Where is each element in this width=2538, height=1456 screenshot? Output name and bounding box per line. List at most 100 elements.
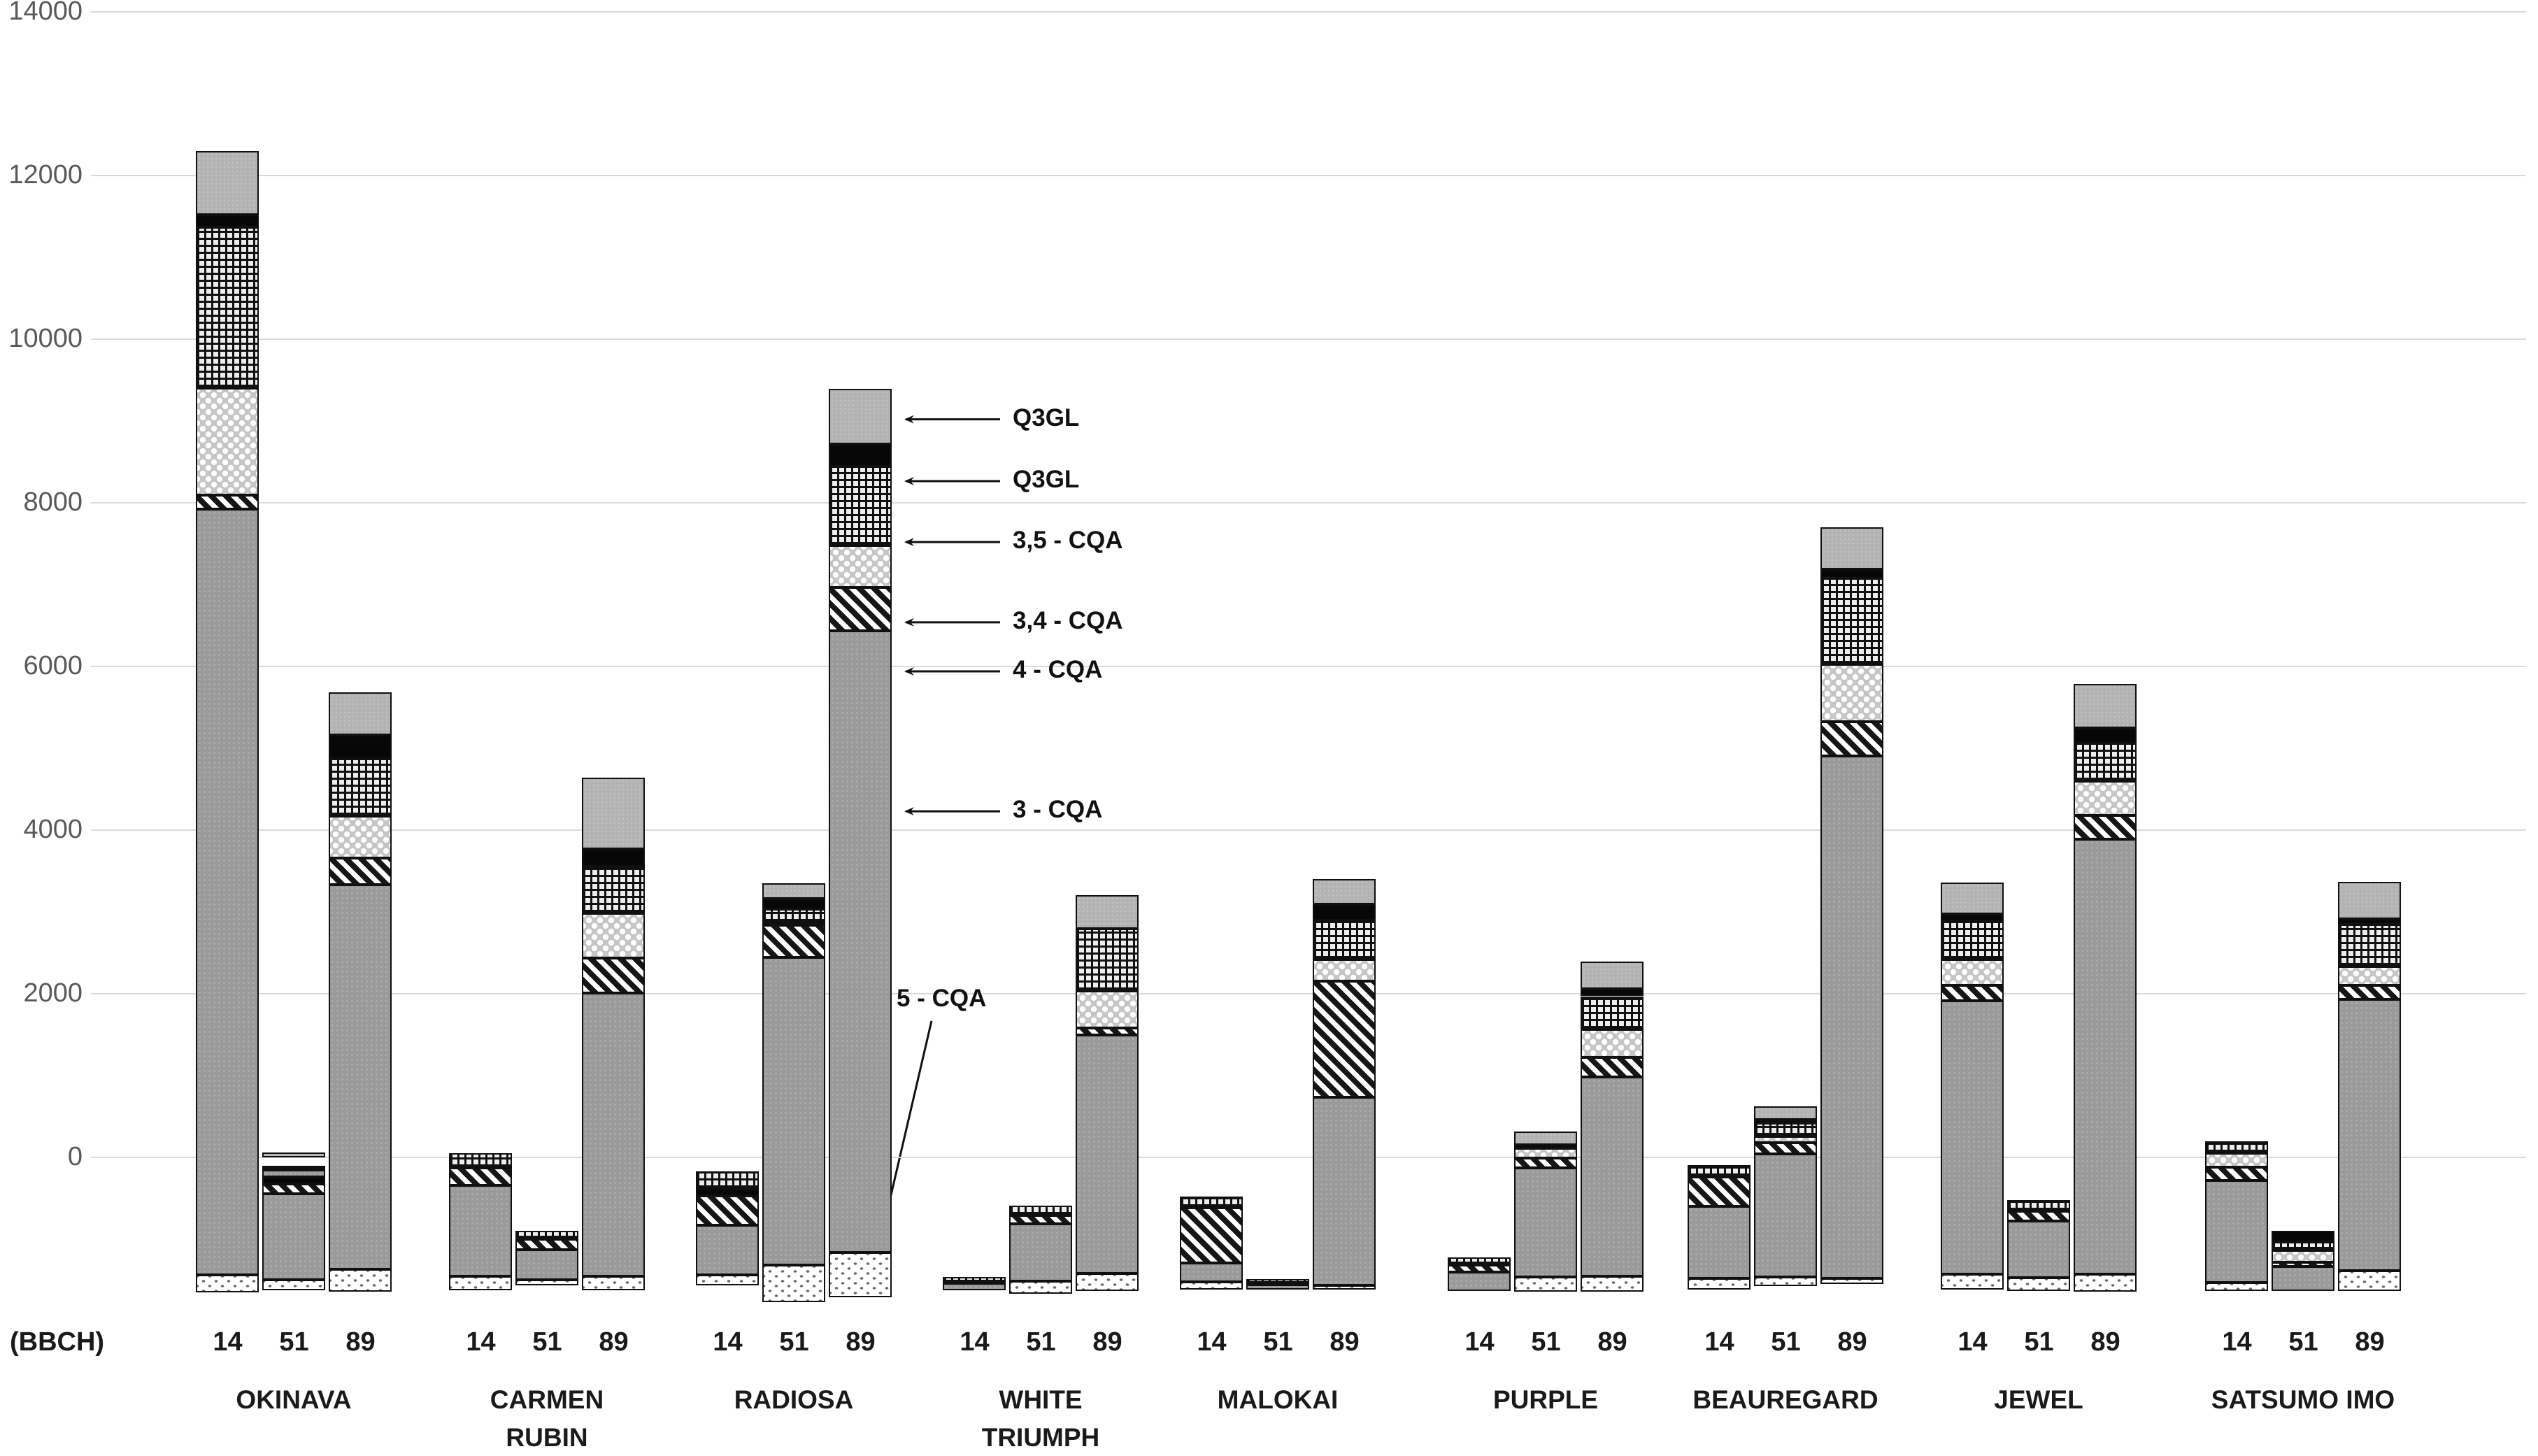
stage-label: 51 — [1263, 1327, 1293, 1357]
stage-label: 51 — [2024, 1327, 2054, 1357]
bar-segment-q3gl_gray — [1313, 879, 1376, 904]
bar-segment-cqa5 — [1180, 1281, 1243, 1290]
bar-segment-cqa34 — [196, 388, 259, 496]
bar-segment-cqa4 — [2338, 985, 2401, 1000]
y-tick-label: 10000 — [8, 324, 83, 353]
bar-segment-cqa4 — [2272, 1262, 2334, 1267]
grid-line — [91, 11, 2526, 13]
bar-segment-cqa4 — [196, 495, 259, 509]
bar-segment-q3gl_gray — [262, 1152, 325, 1157]
bar-segment-cqa4 — [1076, 1028, 1139, 1036]
bar-segment-cqa34 — [1076, 990, 1139, 1029]
bar-segment-q3gl_black — [2074, 727, 2137, 743]
bar-segment-cqa34 — [2338, 966, 2401, 985]
bar-segment-cqa5 — [1009, 1281, 1072, 1294]
grid-line — [91, 502, 2526, 504]
bar-segment-cqa34 — [329, 816, 392, 858]
bar-segment-cqa34 — [1581, 1029, 1644, 1058]
bar-segment-cqa5 — [329, 1269, 392, 1292]
bar-segment-cqa5 — [2074, 1274, 2137, 1292]
bar-segment-cqa35 — [1246, 1279, 1309, 1285]
stage-label: 14 — [1958, 1327, 1988, 1357]
variety-label: OKINAVA — [236, 1385, 352, 1414]
bar-segment-cqa4 — [1313, 980, 1376, 1097]
bar-segment-cqa5 — [1688, 1278, 1751, 1290]
stage-label: 14 — [713, 1327, 743, 1357]
bar-segment-cqa3 — [1313, 1097, 1376, 1286]
bar-segment-cqa5 — [449, 1276, 512, 1291]
bar-segment-q3gl_gray — [196, 150, 259, 215]
y-tick-label: 14000 — [8, 0, 83, 26]
stage-label: 51 — [1531, 1327, 1561, 1357]
bar-segment-q3gl_gray — [1076, 895, 1139, 929]
bar-segment-q3gl_black — [696, 1189, 759, 1196]
bar-segment-cqa35 — [1448, 1257, 1511, 1265]
bar-segment-cqa3 — [762, 957, 825, 1265]
bar-segment-cqa5 — [2338, 1271, 2401, 1291]
bar-segment-cqa3 — [2074, 838, 2137, 1275]
bar-segment-cqa34 — [2272, 1250, 2334, 1263]
grid-line — [91, 829, 2526, 831]
annotation-label-cqa4: 4 - CQA — [1013, 656, 1103, 684]
bar-segment-cqa5 — [1313, 1285, 1376, 1290]
bar-segment-cqa34 — [1820, 664, 1883, 722]
stage-label: 89 — [846, 1327, 876, 1357]
bar-segment-cqa4 — [829, 587, 892, 631]
bar-segment-q3gl_black — [1941, 913, 2004, 922]
bar-segment-cqa3 — [1076, 1035, 1139, 1274]
bar-segment-cqa34 — [2074, 780, 2137, 815]
bar-segment-cqa35 — [449, 1152, 512, 1169]
bar-segment-cqa4 — [1009, 1215, 1072, 1225]
bar-segment-q3gl_black — [329, 735, 392, 759]
bar-segment-cqa4 — [2074, 815, 2137, 839]
bar-segment-cqa34 — [762, 922, 825, 926]
stage-label: 89 — [599, 1327, 629, 1357]
stage-label: 51 — [779, 1327, 809, 1357]
bar-segment-cqa3 — [1820, 756, 1883, 1279]
annotation-label-q3gl_gray: Q3GL — [1013, 404, 1080, 431]
bar-segment-cqa35 — [762, 909, 825, 923]
grid-line — [91, 1157, 2526, 1158]
bar-segment-cqa5 — [1820, 1278, 1883, 1284]
bar-segment-cqa35 — [196, 227, 259, 389]
stage-label: 14 — [2222, 1327, 2252, 1357]
bar-segment-cqa4 — [329, 857, 392, 885]
bar-segment-cqa3 — [1180, 1262, 1243, 1282]
bar-segment-cqa34 — [1941, 959, 2004, 985]
bar-segment-cqa5 — [1941, 1274, 2004, 1290]
bar-segment-q3gl_gray — [1754, 1106, 1817, 1120]
bar-segment-cqa5 — [1514, 1277, 1577, 1292]
bar-segment-cqa3 — [262, 1170, 325, 1178]
stage-label: 51 — [532, 1327, 562, 1357]
stage-label: 89 — [1597, 1327, 1627, 1357]
bar-segment-q3gl_gray — [1581, 962, 1644, 989]
bar-segment-q3gl_black — [1313, 904, 1376, 921]
bar-segment-cqa35 — [2007, 1199, 2070, 1212]
bar-segment-cqa35 — [2205, 1141, 2268, 1153]
bar-segment-cqa35 — [1820, 578, 1883, 665]
bar-segment-cqa35 — [262, 1165, 325, 1171]
variety-label: MALOKAI — [1217, 1385, 1339, 1414]
bar-segment-cqa4 — [582, 958, 645, 993]
bar-segment-cqa5 — [515, 1279, 578, 1285]
bar-segment-cqa3 — [449, 1185, 512, 1277]
bar-segment-q3gl_black — [582, 848, 645, 867]
bar-segment-cqa35 — [515, 1230, 578, 1239]
stage-label: 89 — [1837, 1327, 1867, 1357]
bar-segment-cqa4 — [1514, 1158, 1577, 1169]
y-tick-label: 4000 — [23, 815, 83, 844]
stage-label: 51 — [1026, 1327, 1056, 1357]
stage-label: 89 — [2090, 1327, 2120, 1357]
stage-label: 89 — [345, 1327, 376, 1357]
bar-segment-q3gl_gray — [2338, 881, 2401, 919]
bar-segment-cqa34 — [1313, 959, 1376, 981]
bar-segment-cqa3 — [329, 885, 392, 1270]
variety-label: SATSUMO IMO — [2211, 1385, 2395, 1414]
bar-segment-cqa4 — [1448, 1264, 1511, 1272]
bar-segment-cqa4 — [762, 925, 825, 957]
bar-segment-cqa3 — [1246, 1284, 1309, 1290]
bar-segment-cqa5 — [2205, 1283, 2268, 1291]
annotation-label-cqa3: 3 - CQA — [1013, 796, 1103, 824]
bar-segment-cqa35 — [2074, 743, 2137, 781]
